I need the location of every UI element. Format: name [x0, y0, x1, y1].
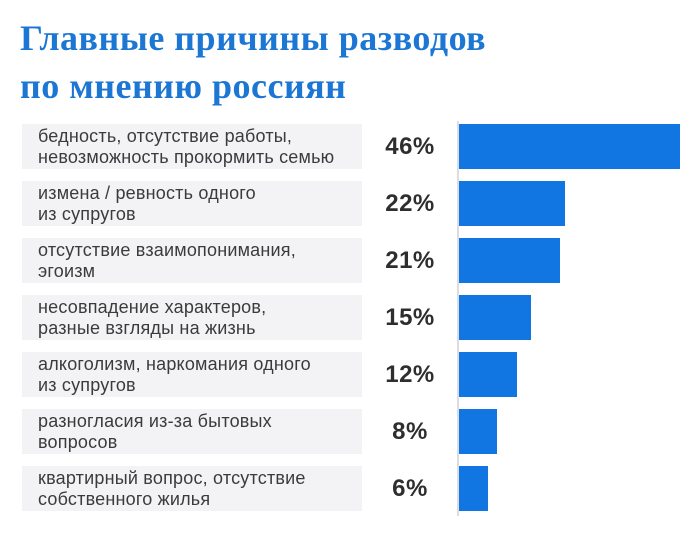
- category-label: квартирный вопрос, отсутствие собственно…: [22, 466, 362, 511]
- category-label-line2: вопросов: [38, 431, 118, 452]
- category-label: измена / ревность одного из супругов: [22, 181, 362, 226]
- bar: [459, 295, 531, 340]
- category-label-line2: из супругов: [38, 203, 136, 224]
- bar-track: [459, 124, 700, 169]
- chart-row: отсутствие взаимопонимания, эгоизм 21%: [0, 238, 700, 283]
- value-label: 21%: [385, 246, 435, 274]
- bar: [459, 409, 498, 454]
- value-label: 12%: [385, 360, 435, 388]
- category-label-line2: невозможность прокормить семью: [38, 146, 335, 167]
- category-label-line2: из супругов: [38, 374, 136, 395]
- chart-row: алкоголизм, наркомания одного из супруго…: [0, 352, 700, 397]
- value-label: 15%: [385, 303, 435, 331]
- bar-track: [459, 352, 700, 397]
- bar: [459, 238, 560, 283]
- category-label: разногласия из-за бытовых вопросов: [22, 409, 362, 454]
- category-label-line1: разногласия из-за бытовых: [38, 410, 272, 431]
- category-label-line1: несовпадение характеров,: [38, 296, 267, 317]
- category-label: отсутствие взаимопонимания, эгоизм: [22, 238, 362, 283]
- category-label-line1: бедность, отсутствие работы,: [38, 125, 293, 146]
- bar-track: [459, 466, 700, 511]
- bar: [459, 352, 517, 397]
- category-label-line2: эгоизм: [38, 260, 96, 281]
- category-label-line1: алкоголизм, наркомания одного: [38, 353, 311, 374]
- category-label-line1: отсутствие взаимопонимания,: [38, 239, 296, 260]
- chart-row: измена / ревность одного из супругов 22%: [0, 181, 700, 226]
- value-label: 46%: [385, 132, 435, 160]
- bar: [459, 181, 565, 226]
- bar-chart: бедность, отсутствие работы, невозможнос…: [0, 121, 700, 516]
- category-label-line1: квартирный вопрос, отсутствие: [38, 467, 306, 488]
- chart-rows: бедность, отсутствие работы, невозможнос…: [0, 124, 700, 511]
- category-label: бедность, отсутствие работы, невозможнос…: [22, 124, 362, 169]
- chart-title-line2: по мнению россиян: [20, 66, 347, 106]
- chart-title: Главные причины разводов по мнению росси…: [0, 0, 700, 110]
- bar: [459, 124, 680, 169]
- bar-track: [459, 181, 700, 226]
- chart-row: квартирный вопрос, отсутствие собственно…: [0, 466, 700, 511]
- chart-row: разногласия из-за бытовых вопросов 8%: [0, 409, 700, 454]
- bar-track: [459, 409, 700, 454]
- category-label-line2: разные взгляды на жизнь: [38, 317, 256, 338]
- category-label-line1: измена / ревность одного: [38, 182, 256, 203]
- bar: [459, 466, 488, 511]
- chart-row: бедность, отсутствие работы, невозможнос…: [0, 124, 700, 169]
- value-label: 8%: [392, 417, 428, 445]
- bar-track: [459, 295, 700, 340]
- y-axis-line: [457, 121, 459, 516]
- value-label: 6%: [392, 474, 428, 502]
- chart-title-line1: Главные причины разводов: [20, 18, 487, 58]
- chart-row: несовпадение характеров, разные взгляды …: [0, 295, 700, 340]
- category-label: алкоголизм, наркомания одного из супруго…: [22, 352, 362, 397]
- bar-track: [459, 238, 700, 283]
- value-label: 22%: [385, 189, 435, 217]
- category-label-line2: собственного жилья: [38, 488, 211, 509]
- category-label: несовпадение характеров, разные взгляды …: [22, 295, 362, 340]
